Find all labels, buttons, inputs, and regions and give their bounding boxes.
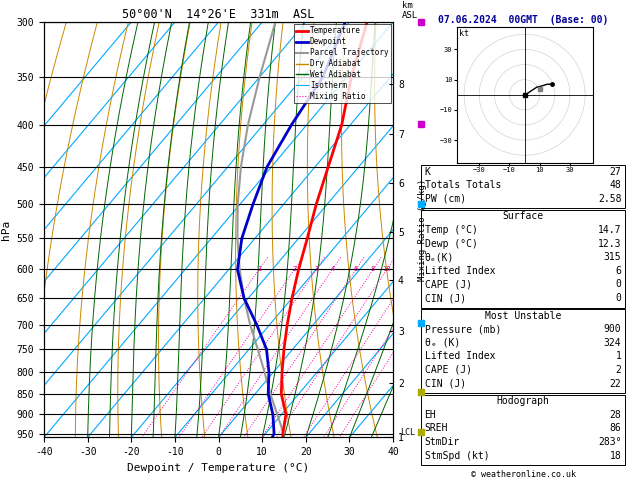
Text: 3: 3 [314,266,318,273]
Text: 900: 900 [604,324,621,334]
Text: Dewp (°C): Dewp (°C) [425,239,477,249]
Text: © weatheronline.co.uk: © weatheronline.co.uk [470,469,576,479]
Text: 2: 2 [616,365,621,375]
Text: 2: 2 [292,266,296,273]
Text: 2.58: 2.58 [598,194,621,204]
Text: km
ASL: km ASL [402,1,418,20]
Text: SREH: SREH [425,423,448,434]
Text: CAPE (J): CAPE (J) [425,279,472,290]
Text: 1: 1 [616,351,621,362]
Text: 324: 324 [604,338,621,348]
Text: 8: 8 [371,266,376,273]
Text: 0: 0 [616,279,621,290]
Text: 07.06.2024  00GMT  (Base: 00): 07.06.2024 00GMT (Base: 00) [438,15,608,25]
Text: 14.7: 14.7 [598,225,621,235]
Text: K: K [425,167,430,177]
Title: 50°00'N  14°26'E  331m  ASL: 50°00'N 14°26'E 331m ASL [123,8,314,21]
Text: PW (cm): PW (cm) [425,194,465,204]
Text: 27: 27 [610,167,621,177]
Text: EH: EH [425,410,437,420]
Text: 283°: 283° [598,437,621,447]
Text: 315: 315 [604,252,621,262]
Text: Mixing Ratio (g/kg): Mixing Ratio (g/kg) [418,178,427,281]
Text: 6: 6 [353,266,358,273]
Text: Surface: Surface [503,211,543,222]
Text: 28: 28 [610,410,621,420]
Text: 48: 48 [610,180,621,191]
Text: 22: 22 [610,379,621,389]
Text: Totals Totals: Totals Totals [425,180,501,191]
Text: 10: 10 [382,266,391,273]
Text: 0: 0 [616,293,621,303]
Text: LCL: LCL [400,429,415,437]
Text: StmSpd (kt): StmSpd (kt) [425,451,489,461]
X-axis label: Dewpoint / Temperature (°C): Dewpoint / Temperature (°C) [128,463,309,473]
Text: CIN (J): CIN (J) [425,293,465,303]
Text: 6: 6 [616,266,621,276]
Text: 12.3: 12.3 [598,239,621,249]
Text: CAPE (J): CAPE (J) [425,365,472,375]
Text: 86: 86 [610,423,621,434]
Text: 4: 4 [330,266,335,273]
Text: Most Unstable: Most Unstable [485,311,561,321]
Text: StmDir: StmDir [425,437,460,447]
Text: 1: 1 [257,266,261,273]
Legend: Temperature, Dewpoint, Parcel Trajectory, Dry Adiabat, Wet Adiabat, Isotherm, Mi: Temperature, Dewpoint, Parcel Trajectory… [294,24,391,103]
Text: Lifted Index: Lifted Index [425,266,495,276]
Text: θₑ (K): θₑ (K) [425,338,460,348]
Text: 18: 18 [610,451,621,461]
Text: Pressure (mb): Pressure (mb) [425,324,501,334]
Text: kt: kt [459,30,469,38]
Text: Hodograph: Hodograph [496,396,550,406]
Text: Temp (°C): Temp (°C) [425,225,477,235]
Y-axis label: hPa: hPa [1,220,11,240]
Text: θₑ(K): θₑ(K) [425,252,454,262]
Text: CIN (J): CIN (J) [425,379,465,389]
Text: Lifted Index: Lifted Index [425,351,495,362]
